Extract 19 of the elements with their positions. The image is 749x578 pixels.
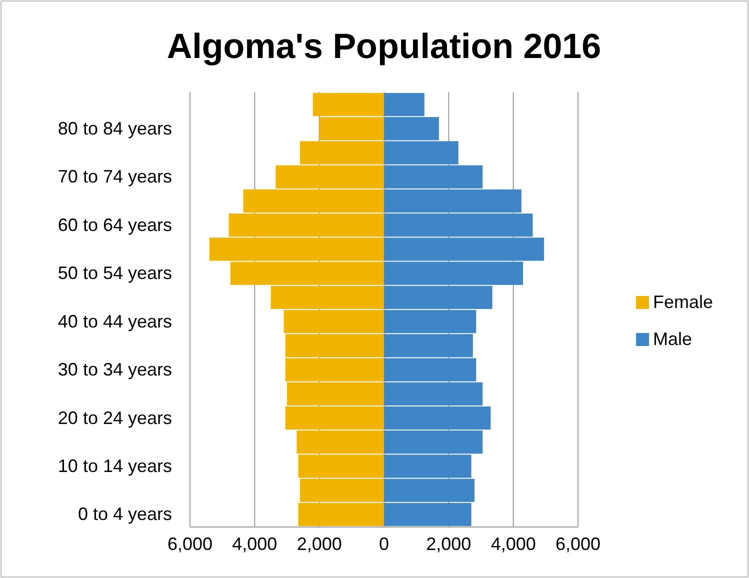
- y-tick-label: 10 to 14 years: [58, 456, 172, 476]
- x-tick-label: 6,000: [555, 534, 601, 554]
- y-tick-label: 20 to 24 years: [58, 408, 172, 428]
- legend-label: Male: [653, 329, 692, 349]
- x-tick-label: 2,000: [426, 534, 472, 554]
- y-tick-label: 50 to 54 years: [58, 263, 172, 284]
- x-tick-label: 4,000: [490, 534, 536, 554]
- x-tick-label: 0: [378, 534, 390, 554]
- y-tick-label: 0 to 4 years: [78, 504, 172, 524]
- y-tick-label: 40 to 44 years: [58, 311, 172, 332]
- y-tick-label: 80 to 84 years: [58, 118, 172, 138]
- x-tick-label: 2,000: [296, 534, 342, 554]
- y-tick-label: 60 to 64 years: [58, 214, 172, 235]
- y-tick-label: 30 to 34 years: [58, 360, 172, 380]
- legend-label: Female: [653, 292, 714, 312]
- x-tick-label: 6,000: [167, 534, 213, 554]
- y-tick-label: 70 to 74 years: [58, 166, 172, 187]
- x-tick-label: 4,000: [232, 534, 278, 554]
- chart-title: Algoma's Population 2016: [166, 27, 602, 66]
